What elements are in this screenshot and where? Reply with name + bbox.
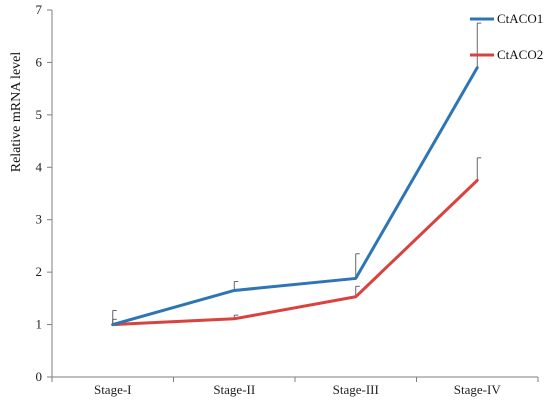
legend-label: CtACO1 bbox=[497, 11, 543, 26]
y-tick-label: 6 bbox=[36, 54, 43, 69]
y-axis-ticks: 0 1 2 3 4 5 6 7 bbox=[36, 2, 52, 384]
y-tick-label: 7 bbox=[36, 2, 43, 17]
x-tick-label: Stage-IV bbox=[454, 382, 502, 397]
legend: CtACO1 CtACO2 bbox=[470, 11, 543, 62]
x-tick-label: Stage-I bbox=[94, 382, 132, 397]
y-tick-label: 5 bbox=[36, 107, 43, 122]
series-lines bbox=[111, 66, 479, 327]
legend-label: CtACO2 bbox=[497, 47, 543, 62]
y-tick-label: 3 bbox=[36, 212, 43, 227]
x-tick-label: Stage-II bbox=[213, 382, 255, 397]
x-tick-label: Stage-III bbox=[333, 382, 379, 397]
y-tick-label: 4 bbox=[36, 159, 43, 174]
y-tick-label: 2 bbox=[36, 264, 43, 279]
x-axis-ticks: Stage-I Stage-II Stage-III Stage-IV bbox=[51, 377, 539, 397]
series-line-ctaco2 bbox=[111, 178, 479, 327]
series-line-ctaco1 bbox=[111, 66, 479, 327]
y-axis-label: Relative mRNA level bbox=[9, 52, 24, 173]
y-tick-label: 0 bbox=[36, 369, 43, 384]
error-bars bbox=[112, 22, 482, 325]
y-tick-label: 1 bbox=[36, 317, 43, 332]
